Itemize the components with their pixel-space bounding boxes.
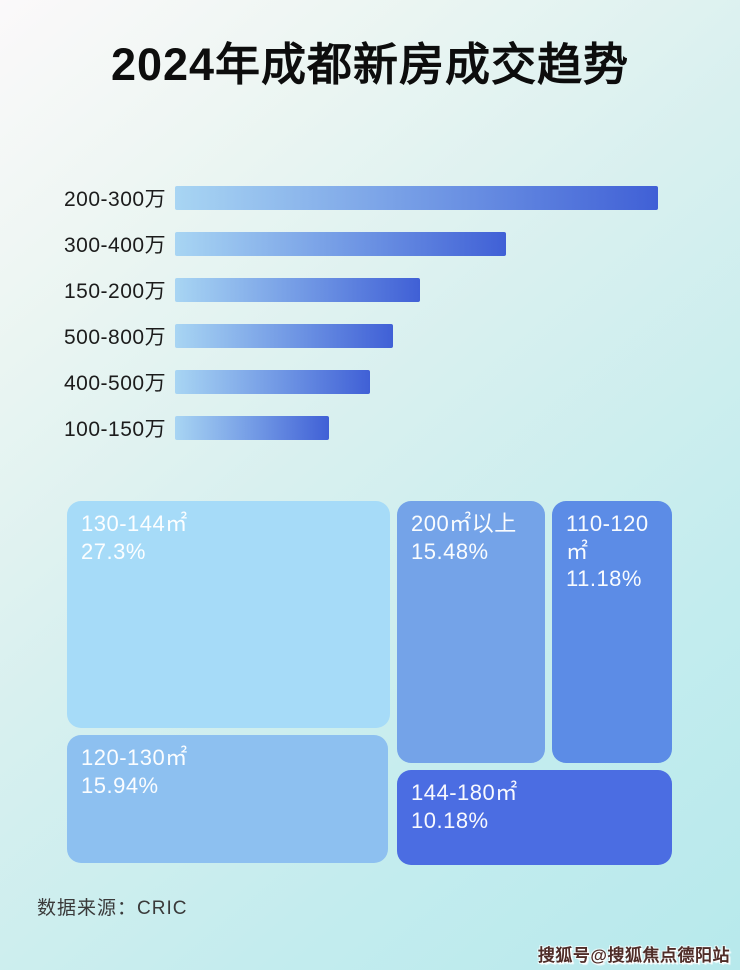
bar bbox=[175, 186, 658, 210]
bar-category-label: 500-800万 bbox=[64, 326, 167, 349]
treemap-block: 200㎡以上 15.48% bbox=[397, 501, 545, 763]
treemap-block: 144-180㎡ 10.18% bbox=[397, 770, 672, 865]
bar-category-label: 300-400万 bbox=[64, 234, 167, 257]
treemap-block-value: 11.18% bbox=[566, 566, 642, 591]
bar bbox=[175, 232, 506, 256]
bar bbox=[175, 416, 329, 440]
bar-row: 400-500万 bbox=[64, 370, 658, 395]
treemap-block-label: 130-144㎡ bbox=[81, 511, 188, 536]
sohu-watermark: 搜狐号@搜狐焦点德阳站 bbox=[537, 946, 730, 965]
treemap-block: 130-144㎡ 27.3% bbox=[67, 501, 390, 728]
bar-category-label: 150-200万 bbox=[64, 280, 167, 303]
treemap-block-value: 27.3% bbox=[81, 538, 146, 564]
bar-row: 150-200万 bbox=[64, 278, 658, 303]
bar-row: 300-400万 bbox=[64, 232, 658, 257]
treemap-block-label: 200㎡以上 bbox=[411, 511, 517, 536]
bar-row: 100-150万 bbox=[64, 416, 658, 441]
treemap-block-label: 110-120㎡ bbox=[566, 511, 649, 564]
bar-row: 200-300万 bbox=[64, 186, 658, 211]
bar-category-label: 200-300万 bbox=[64, 188, 167, 211]
data-source-note: 数据来源：CRIC bbox=[37, 898, 188, 919]
treemap-block-value: 10.18% bbox=[411, 807, 489, 833]
bar bbox=[175, 370, 370, 394]
page-title: 2024年成都新房成交趋势 bbox=[110, 39, 630, 90]
treemap-block-label: 120-130㎡ bbox=[81, 745, 188, 770]
bar-row: 500-800万 bbox=[64, 324, 658, 349]
bar bbox=[175, 324, 393, 348]
treemap-block-value: 15.94% bbox=[81, 772, 159, 798]
bar-category-label: 400-500万 bbox=[64, 372, 167, 395]
treemap-block-label: 144-180㎡ bbox=[411, 780, 518, 805]
bar-category-label: 100-150万 bbox=[64, 418, 167, 441]
treemap-block-value: 15.48% bbox=[411, 538, 489, 564]
price-range-bar-chart: 200-300万 300-400万 150-200万 500-800万 400-500万… bbox=[64, 186, 658, 441]
treemap-block: 110-120㎡ 11.18% bbox=[552, 501, 672, 763]
bar bbox=[175, 278, 420, 302]
treemap-block: 120-130㎡ 15.94% bbox=[67, 735, 388, 863]
